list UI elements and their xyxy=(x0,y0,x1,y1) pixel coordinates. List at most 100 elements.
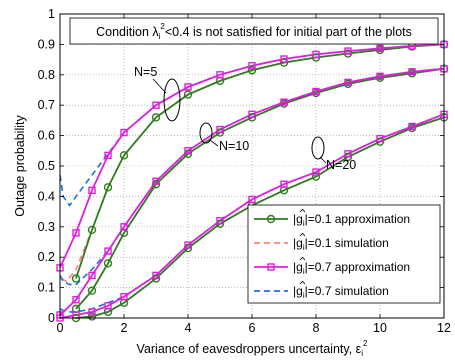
data-point xyxy=(183,90,193,99)
data-point xyxy=(408,122,416,131)
y-tick-label: 0.8 xyxy=(38,68,55,82)
legend-label-post: |=0.7 simulation xyxy=(305,284,389,298)
data-point xyxy=(104,247,112,255)
legend-box xyxy=(247,204,441,304)
data-point xyxy=(88,308,96,316)
data-point xyxy=(344,78,352,87)
data-point xyxy=(280,98,288,106)
data-point xyxy=(408,68,416,76)
legend-label: |gi|=0.1 approximation xyxy=(293,212,410,228)
annotation-pre: Condition λ xyxy=(96,25,159,39)
series-line-g01_approx-n5 xyxy=(75,43,445,279)
legend-label-sub: i xyxy=(303,243,305,252)
x-tick-label: 0 xyxy=(57,321,64,335)
x-tick-label: 6 xyxy=(249,321,256,335)
group-leader-n20 xyxy=(319,156,327,164)
y-tick-label: 0.7 xyxy=(38,98,55,112)
annotation-post: <0.4 is not satisfied for initial part o… xyxy=(165,25,412,39)
axis-ticks: 0 2 4 6 8 10 12 0 0.1 0.2 0.3 0.4 0.5 0.6 0.7 0.8 0.9 1 xyxy=(38,7,451,335)
data-point xyxy=(152,177,160,185)
data-point xyxy=(152,101,160,109)
legend-label: |gi|=0.7 simulation xyxy=(293,284,389,300)
legend-label-post: |=0.7 approximation xyxy=(305,260,411,274)
legend-hat-mark xyxy=(299,280,306,285)
x-tick-label: 8 xyxy=(313,321,320,335)
data-point xyxy=(376,44,384,53)
x-tick-label: 4 xyxy=(185,321,192,335)
group-leader-n5 xyxy=(152,78,167,94)
legend-label-post: |=0.1 simulation xyxy=(305,236,389,250)
legend-label-hat: g xyxy=(296,284,303,298)
data-point xyxy=(104,151,112,160)
y-tick-label: 0.9 xyxy=(38,37,55,51)
y-tick-label: 0.5 xyxy=(38,159,55,173)
data-point xyxy=(376,72,384,81)
data-point xyxy=(311,172,321,181)
data-point xyxy=(151,113,161,122)
data-point xyxy=(103,259,113,268)
data-point xyxy=(120,293,128,301)
x-tick-label: 10 xyxy=(373,321,387,335)
group-ellipse-n20 xyxy=(311,136,325,160)
data-point xyxy=(152,271,160,280)
data-point xyxy=(88,186,96,195)
legend-label-pre: | xyxy=(293,284,296,298)
group-label-n20: N=20 xyxy=(326,158,356,172)
y-tick-label: 0.6 xyxy=(38,129,55,143)
legend-label-sub: i xyxy=(303,219,305,228)
data-point xyxy=(184,83,192,91)
data-point xyxy=(120,128,128,137)
data-point xyxy=(344,47,352,55)
series-line-g07_approx-n5 xyxy=(59,43,445,269)
annotation-sub: i xyxy=(159,32,161,41)
data-point xyxy=(88,271,96,280)
y-axis-label: Outage probability xyxy=(13,115,27,217)
legend-label-pre: | xyxy=(293,236,296,250)
legend-swatch-marker xyxy=(266,214,276,224)
legend-label-hat: g xyxy=(296,260,303,274)
data-point xyxy=(216,71,224,79)
data-point xyxy=(376,134,384,143)
legend-label-post: |=0.1 approximation xyxy=(305,212,411,226)
group-ellipse-n10 xyxy=(199,122,213,144)
data-point xyxy=(247,66,257,75)
data-point xyxy=(104,302,112,310)
legend: |gi|=0.1 approximation|gi|=0.1 simulatio… xyxy=(247,204,441,304)
data-point xyxy=(280,55,288,63)
legend-swatch-marker xyxy=(267,263,275,271)
annotation-text: Condition λi2<0.4 is not satisfied for i… xyxy=(96,22,412,41)
data-point xyxy=(72,229,80,237)
legend-label-pre: | xyxy=(293,260,296,274)
x-axis-label-sub: i xyxy=(361,349,363,358)
y-tick-label: 0.4 xyxy=(38,189,55,203)
data-point xyxy=(120,223,128,231)
data-point xyxy=(312,168,320,176)
data-point xyxy=(103,183,113,192)
data-point xyxy=(184,147,192,155)
annotation-box xyxy=(69,17,439,45)
x-axis-label-sup: 2 xyxy=(363,339,368,348)
data-point xyxy=(87,286,97,295)
data-point xyxy=(87,312,97,321)
group-label-n5: N=5 xyxy=(134,65,157,79)
group-ellipse-n5 xyxy=(163,78,181,122)
data-point xyxy=(248,110,256,119)
legend-label: |gi|=0.7 approximation xyxy=(293,260,410,276)
data-point xyxy=(87,225,97,235)
y-tick-label: 0.2 xyxy=(38,250,55,264)
legend-label: |gi|=0.1 simulation xyxy=(293,236,389,252)
data-point xyxy=(312,87,320,96)
annotation-sup: 2 xyxy=(160,22,165,31)
series-line-g01_approx-n10 xyxy=(75,67,445,310)
y-tick-label: 0 xyxy=(48,311,55,325)
legend-label-sub: i xyxy=(303,291,305,300)
legend-hat-mark xyxy=(299,208,306,213)
y-tick-label: 0.3 xyxy=(38,220,55,234)
data-point xyxy=(344,150,352,158)
y-tick-label: 1 xyxy=(48,7,55,21)
group-label-n10: N=10 xyxy=(219,139,249,153)
group-annotations: N=5 N=10 N=20 xyxy=(134,65,356,172)
data-point xyxy=(248,195,256,204)
data-point xyxy=(216,125,224,134)
data-point xyxy=(184,241,192,249)
